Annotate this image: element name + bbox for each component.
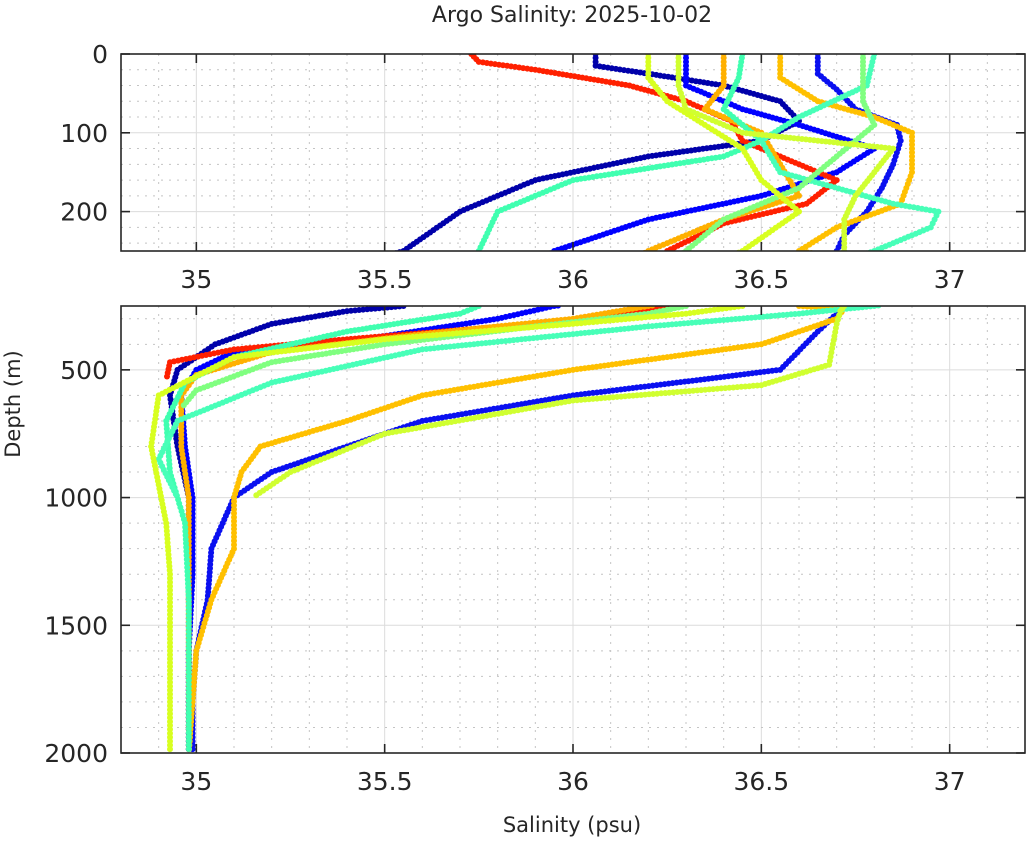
data-point [396, 249, 403, 251]
data-point [172, 491, 179, 498]
data-point [167, 575, 173, 582]
lower-ticks [121, 306, 1025, 754]
lower-grid [121, 306, 1025, 753]
lower-y-tick-labels: 500 1000 1500 2000 [44, 356, 108, 768]
series-float-5 [777, 54, 915, 251]
x-tick-label: 36.5 [733, 265, 789, 294]
data-point [167, 746, 173, 753]
data-point [867, 249, 874, 251]
lower-data [148, 306, 882, 753]
y-tick-label: 500 [60, 356, 108, 385]
data-point [185, 657, 192, 664]
data-point [185, 741, 192, 748]
series-float-7 [475, 54, 765, 251]
series-float-11 [148, 306, 746, 753]
upper-x-tick-labels: 35 35.5 36 36.5 37 [180, 265, 965, 294]
series-float-9 [680, 54, 878, 251]
chart-title: Argo Salinity: 2025-10-02 [432, 3, 712, 28]
x-tick-label: 36 [557, 767, 589, 796]
data-point [185, 746, 192, 752]
lower-x-tick-labels: 35 35.5 36 36.5 37 [180, 767, 965, 796]
y-tick-label: 1500 [44, 611, 108, 640]
lower-panel: 35 35.5 36 36.5 37 500 1000 1500 2000 [44, 305, 1026, 796]
x-tick-label: 36 [557, 265, 589, 294]
data-point [185, 717, 192, 724]
data-point [167, 623, 173, 630]
x-tick-label: 36.5 [733, 767, 789, 796]
series-float-10 [253, 306, 848, 499]
data-point [253, 492, 260, 499]
data-point [167, 635, 173, 642]
data-point [185, 693, 192, 700]
data-point [167, 587, 173, 594]
series-float-5 [186, 306, 848, 753]
data-point [185, 705, 192, 712]
x-axis-label: Salinity (psu) [503, 813, 641, 837]
data-point [164, 373, 170, 380]
data-point [167, 611, 173, 618]
series-float-10 [675, 54, 897, 251]
data-point [167, 599, 173, 606]
data-point [185, 608, 192, 615]
y-tick-label: 0 [92, 40, 108, 69]
y-tick-label: 2000 [44, 739, 108, 768]
x-tick-label: 35 [180, 265, 212, 294]
x-tick-label: 35.5 [357, 767, 413, 796]
data-point [185, 596, 192, 603]
upper-ticks [121, 53, 1025, 251]
x-tick-label: 35.5 [357, 265, 413, 294]
y-axis-label: Depth (m) [1, 350, 25, 457]
data-point [185, 681, 192, 688]
upper-panel: 35 35.5 36 36.5 37 0 100 200 [60, 40, 1026, 294]
data-point [185, 620, 192, 627]
x-tick-label: 37 [934, 265, 966, 294]
y-tick-label: 200 [60, 198, 108, 227]
series-float-3 [189, 306, 840, 753]
y-tick-label: 100 [60, 119, 108, 148]
y-tick-label: 1000 [44, 484, 108, 513]
data-point [185, 669, 192, 676]
data-point [185, 645, 192, 652]
upper-data [393, 54, 942, 251]
series-float-8 [758, 54, 942, 251]
x-tick-label: 35 [180, 767, 212, 796]
series-float-11 [645, 54, 802, 251]
data-point [185, 729, 192, 736]
series-float-8 [155, 306, 882, 498]
x-tick-label: 37 [934, 767, 966, 796]
upper-y-tick-labels: 0 100 200 [60, 40, 108, 227]
data-point [185, 633, 192, 639]
data-point [180, 402, 187, 409]
